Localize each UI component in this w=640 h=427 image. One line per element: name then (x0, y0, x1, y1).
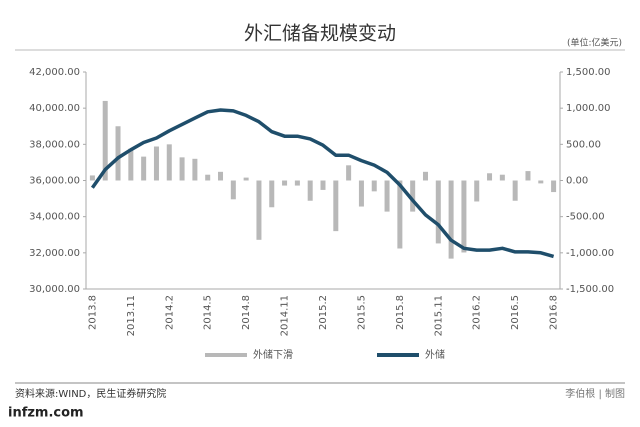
y-tick-label: 30,000.00 (29, 284, 80, 295)
bar (358, 180, 364, 207)
bar (166, 144, 172, 181)
bar (256, 180, 262, 240)
bar (512, 180, 518, 201)
bar (333, 180, 339, 232)
bar (141, 156, 147, 181)
x-tick-label: 2014.8 (241, 295, 252, 330)
bar (282, 180, 288, 186)
source: 资料来源:WIND，民生证券研究院 (15, 387, 166, 400)
x-tick-label: 2015.8 (395, 295, 406, 330)
bar (397, 180, 403, 249)
x-tick-label: 2014.11 (280, 295, 291, 336)
legend-label: 外储下滑 (253, 348, 293, 361)
bar (179, 157, 185, 181)
unit-label: (单位:亿美元) (567, 37, 622, 49)
y2-tick-label: -1,500.00 (566, 284, 614, 295)
x-tick-label: 2016.8 (549, 295, 560, 330)
bar (89, 175, 95, 181)
y-tick-label: 40,000.00 (29, 103, 80, 114)
bar (205, 174, 211, 181)
bar (525, 171, 531, 181)
bar (499, 174, 505, 181)
x-tick-label: 2015.2 (318, 295, 329, 330)
bar (115, 126, 121, 181)
bar (153, 146, 159, 181)
chart-title: 外汇储备规模变动 (244, 23, 396, 45)
bar (128, 148, 134, 181)
bar (384, 180, 390, 212)
x-tick-label: 2015.5 (356, 295, 367, 330)
line (90, 108, 555, 259)
bar (435, 180, 441, 244)
y2-tick-label: 1,500.00 (566, 67, 611, 78)
y-tick-label: 42,000.00 (29, 67, 80, 78)
bar (192, 158, 198, 181)
bar (551, 180, 557, 193)
watermark: infzm.com (8, 406, 84, 421)
y-tick-label: 34,000.00 (29, 212, 80, 223)
y-tick-label: 32,000.00 (29, 248, 80, 259)
x-tick-label: 2016.2 (472, 295, 483, 330)
bar (371, 180, 377, 192)
bar (538, 180, 544, 184)
y2-tick-label: 1,000.00 (566, 103, 611, 114)
y2-tick-label: -1,000.00 (566, 248, 614, 259)
bar (474, 180, 480, 202)
legend-label: 外储 (425, 348, 445, 361)
credit: 李伯根 | 制图 (565, 387, 625, 400)
y2-tick-label: -500.00 (566, 212, 605, 223)
y2-tick-label: 0.00 (566, 176, 588, 187)
y-tick-label: 38,000.00 (29, 139, 80, 150)
bar (269, 180, 275, 208)
x-tick-label: 2013.11 (126, 295, 137, 336)
x-tick-label: 2014.5 (203, 295, 214, 330)
legend-swatch (205, 353, 247, 357)
bar (230, 180, 236, 200)
y-tick-label: 36,000.00 (29, 176, 80, 187)
bar (487, 173, 493, 181)
bar (102, 100, 108, 181)
y2-tick-label: 500.00 (566, 139, 601, 150)
bar (320, 180, 326, 190)
bar (410, 180, 416, 212)
bar (243, 177, 249, 181)
bar (346, 165, 352, 181)
x-tick-label: 2014.2 (164, 295, 175, 330)
bar (461, 180, 467, 253)
x-tick-label: 2013.8 (87, 295, 98, 330)
bar (422, 171, 428, 181)
bar (307, 180, 313, 201)
bar (294, 180, 300, 186)
x-tick-label: 2015.11 (433, 295, 444, 336)
x-tick-label: 2016.5 (510, 295, 521, 330)
bar (218, 171, 224, 181)
bar (448, 180, 454, 259)
